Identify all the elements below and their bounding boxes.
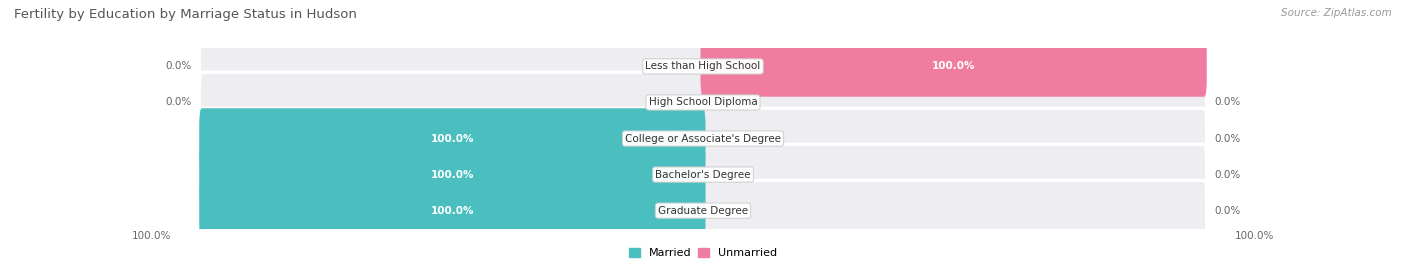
FancyBboxPatch shape (200, 108, 706, 169)
FancyBboxPatch shape (200, 108, 1206, 169)
Text: Bachelor's Degree: Bachelor's Degree (655, 169, 751, 180)
Text: College or Associate's Degree: College or Associate's Degree (626, 133, 780, 144)
Text: 100.0%: 100.0% (430, 133, 474, 144)
Text: 0.0%: 0.0% (1215, 169, 1240, 180)
FancyBboxPatch shape (200, 180, 706, 241)
Text: 0.0%: 0.0% (166, 61, 191, 72)
Text: 100.0%: 100.0% (132, 231, 172, 241)
Text: Source: ZipAtlas.com: Source: ZipAtlas.com (1281, 8, 1392, 18)
Text: 100.0%: 100.0% (430, 206, 474, 216)
FancyBboxPatch shape (200, 180, 1206, 241)
Text: 100.0%: 100.0% (430, 169, 474, 180)
Text: Fertility by Education by Marriage Status in Hudson: Fertility by Education by Marriage Statu… (14, 8, 357, 21)
Text: Graduate Degree: Graduate Degree (658, 206, 748, 216)
Legend: Married, Unmarried: Married, Unmarried (624, 243, 782, 263)
FancyBboxPatch shape (200, 144, 706, 205)
Text: 0.0%: 0.0% (1215, 206, 1240, 216)
Text: 100.0%: 100.0% (1234, 231, 1274, 241)
FancyBboxPatch shape (700, 36, 1206, 97)
Text: Less than High School: Less than High School (645, 61, 761, 72)
Text: 0.0%: 0.0% (1215, 133, 1240, 144)
Text: High School Diploma: High School Diploma (648, 97, 758, 108)
FancyBboxPatch shape (200, 144, 1206, 205)
Text: 100.0%: 100.0% (932, 61, 976, 72)
FancyBboxPatch shape (200, 36, 1206, 97)
Text: 0.0%: 0.0% (166, 97, 191, 108)
Text: 0.0%: 0.0% (1215, 97, 1240, 108)
FancyBboxPatch shape (200, 72, 1206, 133)
